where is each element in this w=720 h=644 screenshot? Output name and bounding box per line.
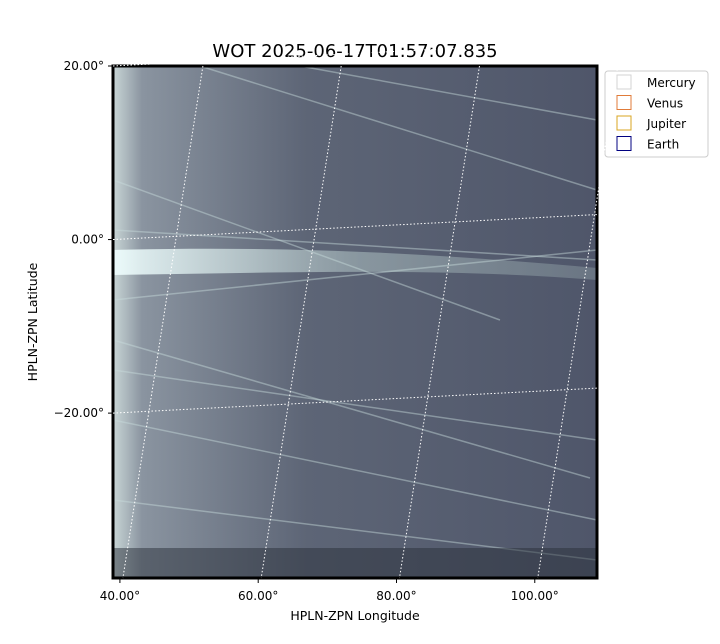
grid-line [537,65,619,579]
y-tick-label: 20.00° [64,59,104,73]
legend-marker [616,74,632,90]
image [111,64,599,580]
legend-label: Jupiter [646,117,686,131]
legend-marker [616,136,632,151]
x-tick-label: 100.00° [511,589,559,603]
legend: Mercury Venus Jupiter Earth [604,70,709,158]
x-axis-label: HPLN-ZPN Longitude [290,608,420,623]
grid-line [398,65,480,579]
legend-label: Venus [647,97,683,111]
grid-line [112,40,598,67]
y-tick-label: 0.00° [71,233,104,247]
grid-line [122,65,204,579]
y-tick-label: −20.00° [54,406,104,420]
legend-marker [616,95,632,110]
x-tick-label: 60.00° [238,589,278,603]
chart-title: WOT 2025-06-17T01:57:07.835 [212,41,497,62]
legend-marker [616,115,632,131]
grid-line [112,387,598,414]
grid-line [260,65,342,579]
x-tick-label: 40.00° [100,589,140,603]
grid-line [112,214,598,241]
legend-label: Mercury [647,76,696,90]
legend-label: Earth [647,138,679,152]
x-tick-label: 80.00° [376,589,416,603]
y-axis-label: HPLN-ZPN Latitude [25,262,40,381]
